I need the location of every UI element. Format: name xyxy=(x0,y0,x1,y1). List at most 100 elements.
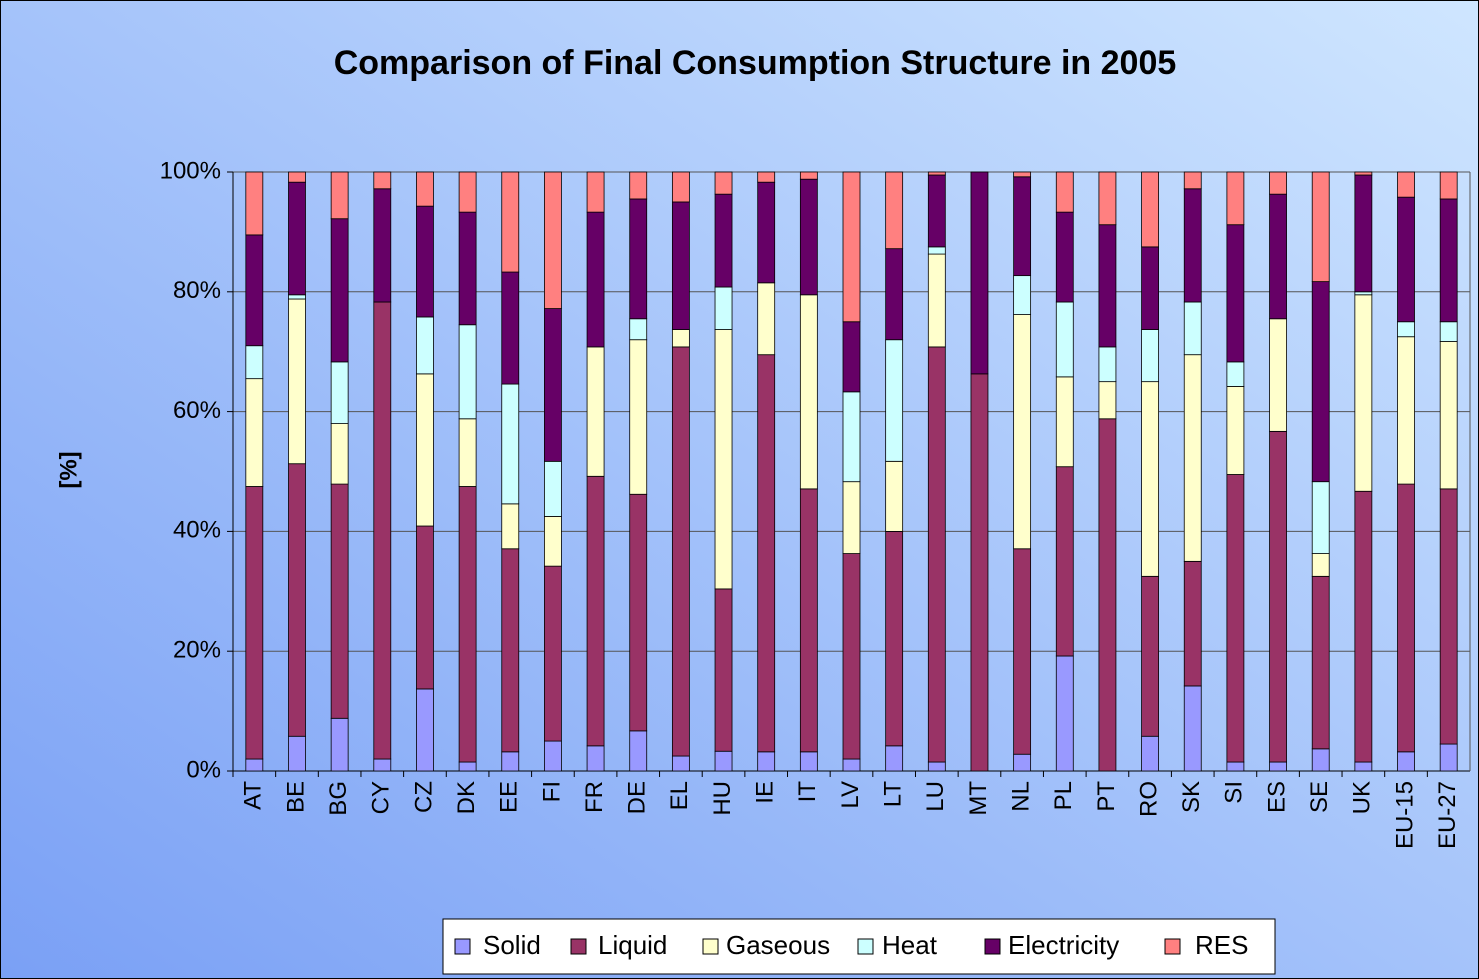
x-tick-label: ES xyxy=(1263,781,1290,813)
bar-segment xyxy=(1311,553,1330,577)
bar-segment xyxy=(330,423,349,485)
bar-segment xyxy=(1098,418,1117,772)
bar-segment xyxy=(799,178,818,296)
bar-segment xyxy=(1141,246,1159,330)
legend-label: Liquid xyxy=(598,930,667,960)
bar-segment xyxy=(1397,483,1415,753)
bar-segment xyxy=(1183,685,1202,772)
bar-segment xyxy=(970,171,989,375)
bar-segment xyxy=(416,373,434,527)
bar-segment xyxy=(416,525,434,690)
bar-segment xyxy=(842,481,861,554)
x-tick-label: IE xyxy=(752,781,779,804)
x-tick-label: PT xyxy=(1093,781,1120,812)
bar-segment xyxy=(629,339,648,495)
bar-segment xyxy=(1226,171,1245,226)
x-tick-label: IT xyxy=(794,781,821,803)
bar-segment xyxy=(1055,301,1074,378)
bar-segment xyxy=(1183,301,1202,356)
legend-swatch xyxy=(857,938,874,955)
bar-segment xyxy=(1311,281,1330,483)
bar-segment xyxy=(671,346,690,757)
bar-segment xyxy=(501,548,520,753)
bar-segment xyxy=(1397,751,1415,772)
legend-swatch xyxy=(570,938,587,955)
bar-segment xyxy=(544,460,562,517)
bar-segment xyxy=(842,321,861,393)
bar-segment xyxy=(1098,381,1117,420)
bar-segment xyxy=(714,750,733,772)
bar-segment xyxy=(671,171,690,203)
bar-segment xyxy=(1269,430,1287,763)
bar-segment xyxy=(1183,171,1202,190)
bar-segment xyxy=(885,745,904,772)
bar-segment xyxy=(373,188,392,303)
x-tick-label: BG xyxy=(325,781,352,816)
bar-segment xyxy=(1141,329,1159,383)
x-tick-label: CY xyxy=(368,781,395,814)
bar-segment xyxy=(1311,481,1330,554)
legend-swatch xyxy=(1164,938,1181,955)
bar-segment xyxy=(714,171,733,195)
bar-segment xyxy=(1141,381,1159,577)
bar-segment xyxy=(373,301,392,760)
x-tick-label: AT xyxy=(240,781,267,810)
bar-segment xyxy=(245,171,264,236)
bar-segment xyxy=(416,205,434,318)
bar-segment xyxy=(416,316,434,375)
bar-segment xyxy=(885,248,904,341)
bar-segment xyxy=(1226,761,1245,772)
bar-segment xyxy=(714,329,733,590)
legend-swatch xyxy=(702,938,719,955)
bar-segment xyxy=(586,346,605,477)
x-tick-label: EU-27 xyxy=(1434,781,1461,849)
bar-segment xyxy=(1397,336,1415,485)
bar-segment xyxy=(1269,171,1287,195)
bar-segment xyxy=(1055,466,1074,657)
x-tick-label: DE xyxy=(624,781,651,814)
bar-segment xyxy=(757,282,776,356)
bar-segment xyxy=(757,354,776,753)
bar-segment xyxy=(245,345,264,380)
bar-segment xyxy=(1397,196,1415,323)
x-tick-label: SI xyxy=(1221,781,1248,804)
x-tick-label: RO xyxy=(1135,781,1162,817)
bar-segment xyxy=(1226,361,1245,387)
bar-segment xyxy=(799,751,818,772)
bar-segment xyxy=(799,488,818,753)
bar-segment xyxy=(1439,198,1458,323)
bar-segment xyxy=(544,565,562,742)
bar-segment xyxy=(1013,314,1032,550)
bar-segment xyxy=(288,171,306,183)
bar-segment xyxy=(586,745,605,772)
bar-segment xyxy=(1226,224,1245,363)
bar-segment xyxy=(714,588,733,752)
bar-segment xyxy=(970,373,989,772)
bar-segment xyxy=(544,516,562,567)
bar-segment xyxy=(1269,318,1287,432)
bar-segment xyxy=(1183,188,1202,303)
bar-segment xyxy=(458,171,477,213)
bar-segment xyxy=(1397,171,1415,198)
bar-segment xyxy=(842,391,861,483)
bar-segment xyxy=(458,324,477,420)
bar-segment xyxy=(1311,748,1330,772)
bar-segment xyxy=(288,181,306,296)
bar-segment xyxy=(799,294,818,490)
bar-segment xyxy=(842,758,861,772)
bar-segment xyxy=(1141,575,1159,737)
x-tick-label: DK xyxy=(453,781,480,814)
y-tick-label: 100% xyxy=(160,157,221,184)
bar-segment xyxy=(842,553,861,760)
bar-segment xyxy=(629,730,648,772)
bar-segment xyxy=(330,218,349,363)
bar-segment xyxy=(927,346,946,763)
y-axis-label: [%] xyxy=(55,451,82,488)
legend-swatch xyxy=(984,938,1001,955)
legend-label: Electricity xyxy=(1008,930,1119,960)
legend-label: Gaseous xyxy=(726,930,830,960)
bar-segment xyxy=(1354,171,1373,176)
bar-segment xyxy=(330,171,349,220)
y-tick-label: 20% xyxy=(173,637,221,664)
